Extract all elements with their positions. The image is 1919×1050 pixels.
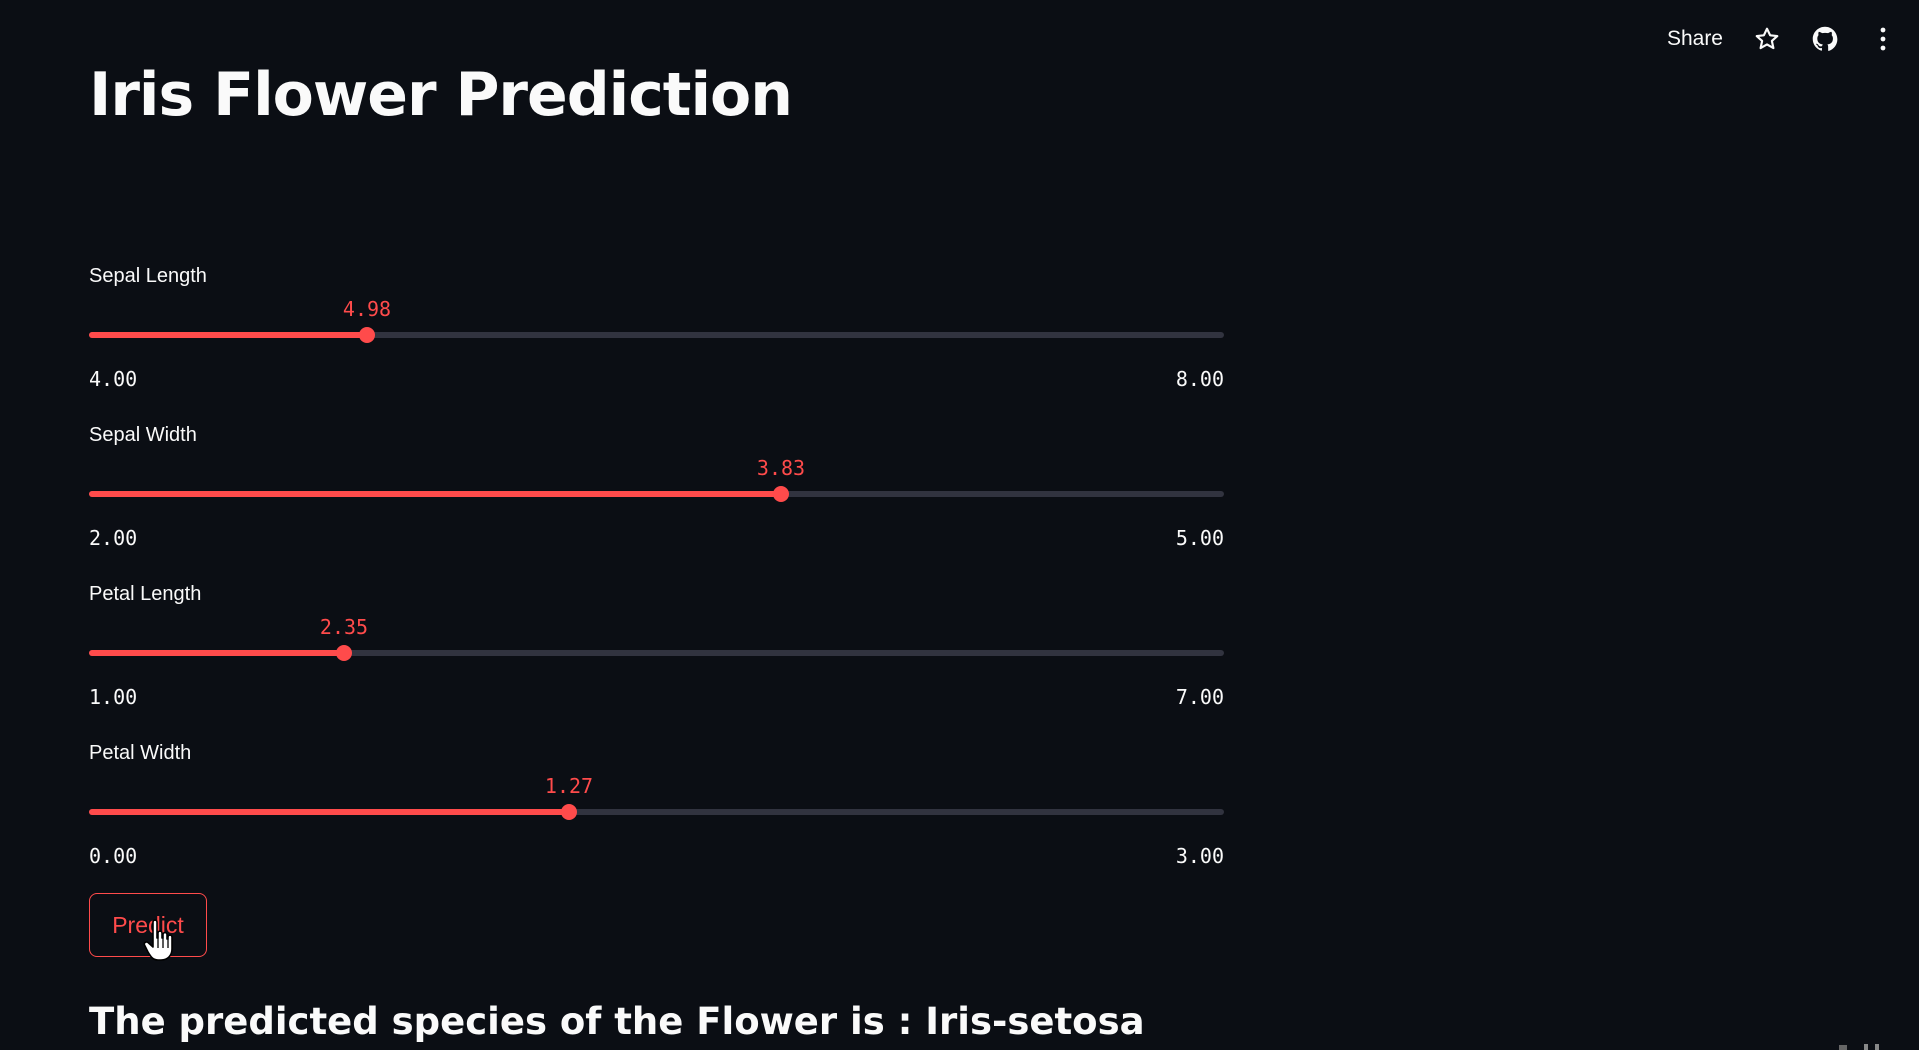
slider-petal-length: Petal Length 2.35 1.00 7.00 (89, 583, 1224, 713)
slider-fill (89, 650, 344, 656)
slider-min: 2.00 (89, 526, 138, 550)
slider-sepal-width: Sepal Width 3.83 2.00 5.00 (89, 424, 1224, 554)
slider-label: Sepal Width (89, 424, 197, 446)
slider-sepal-length: Sepal Length 4.98 4.00 8.00 (89, 265, 1224, 395)
slider-label: Petal Length (89, 583, 202, 605)
slider-max: 8.00 (1175, 367, 1224, 391)
slider-max: 7.00 (1175, 685, 1224, 709)
slider-thumb[interactable] (336, 645, 352, 661)
slider-label: Sepal Length (89, 265, 207, 287)
slider-value: 2.35 (319, 615, 369, 639)
slider-thumb[interactable] (561, 804, 577, 820)
github-icon[interactable] (1811, 25, 1839, 53)
top-toolbar: Share (1667, 22, 1897, 56)
star-icon[interactable] (1753, 25, 1781, 53)
slider-value: 4.98 (342, 297, 392, 321)
slider-track[interactable] (89, 650, 1224, 656)
slider-min: 4.00 (89, 367, 138, 391)
slider-fill (89, 491, 781, 497)
slider-label: Petal Width (89, 742, 192, 764)
slider-petal-width: Petal Width 1.27 0.00 3.00 (89, 742, 1224, 872)
prediction-result: The predicted species of the Flower is :… (89, 1000, 1145, 1043)
slider-max: 5.00 (1175, 526, 1224, 550)
video-control-marks (1839, 1044, 1879, 1050)
slider-min: 1.00 (89, 685, 138, 709)
share-button[interactable]: Share (1666, 27, 1723, 50)
predict-button[interactable]: Predict (89, 893, 207, 957)
slider-track[interactable] (89, 332, 1224, 338)
slider-value: 3.83 (756, 456, 806, 480)
slider-track[interactable] (89, 491, 1224, 497)
slider-thumb[interactable] (359, 327, 375, 343)
slider-thumb[interactable] (773, 486, 789, 502)
slider-fill (89, 332, 367, 338)
slider-track[interactable] (89, 809, 1224, 815)
slider-fill (89, 809, 569, 815)
slider-value: 1.27 (544, 774, 594, 798)
slider-max: 3.00 (1175, 844, 1224, 868)
slider-min: 0.00 (89, 844, 138, 868)
page-title: Iris Flower Prediction (89, 60, 793, 130)
more-vertical-icon[interactable] (1869, 25, 1897, 53)
